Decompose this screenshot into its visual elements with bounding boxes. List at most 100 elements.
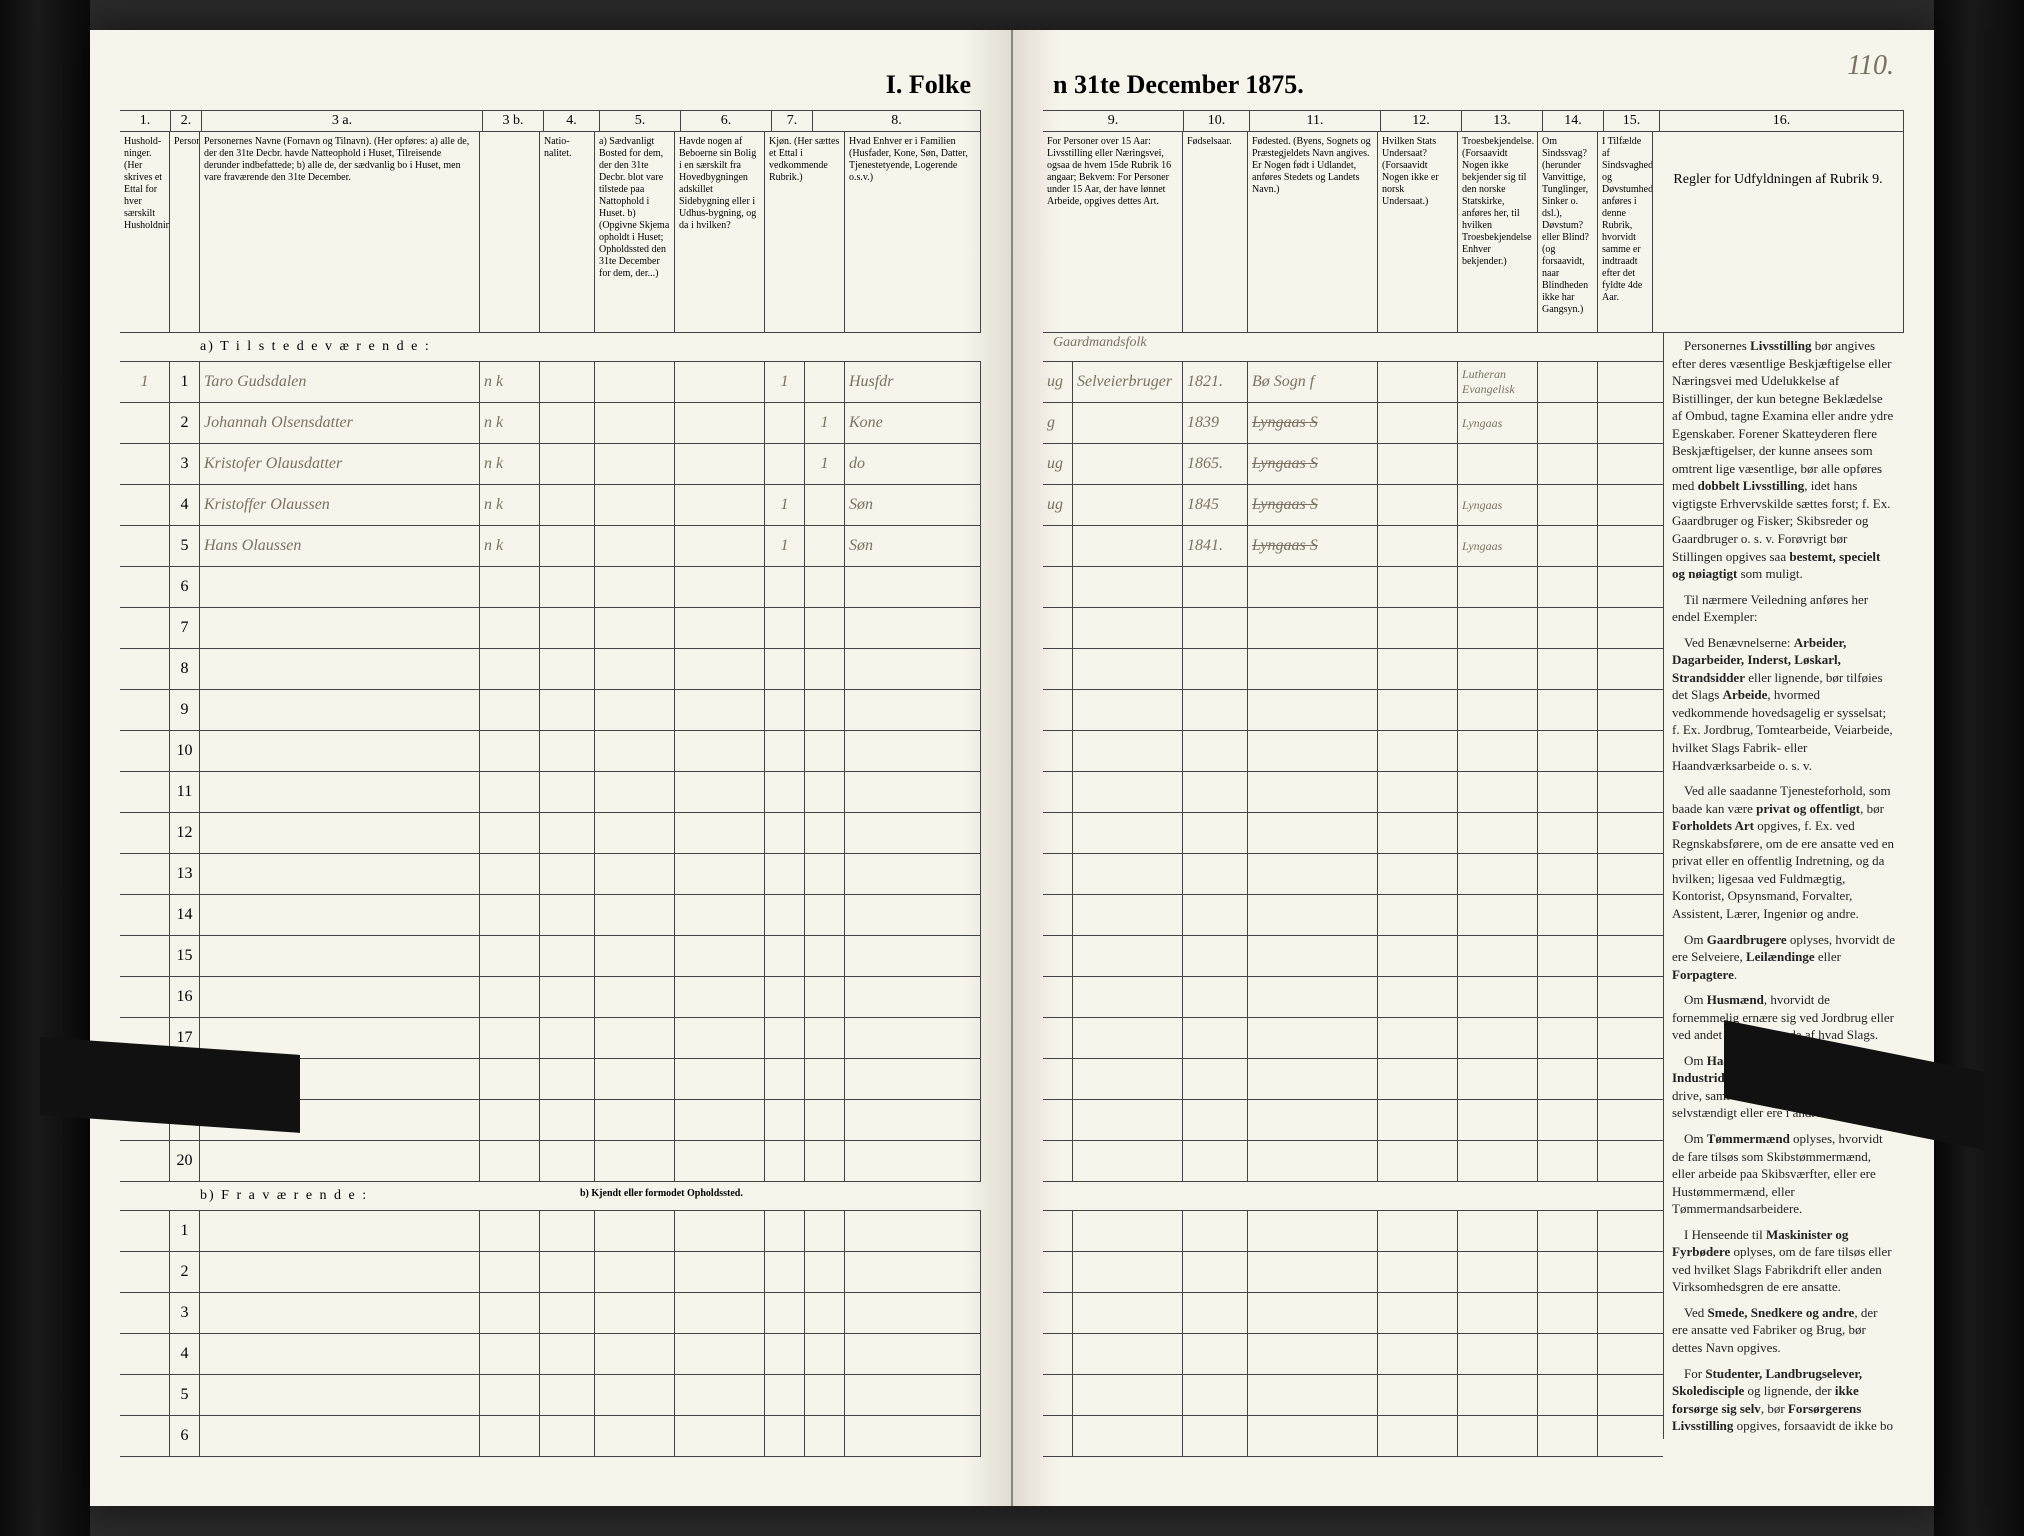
table-row: 5Hans Olaussenn k1Søn [120,526,981,567]
colnum: 3 a. [202,111,483,131]
page-number: 110. [1847,50,1894,82]
colnum: 14. [1543,111,1604,131]
section-b-header: b) F r a v æ r e n d e : b) Kjendt eller… [120,1182,981,1211]
table-row [1043,1334,1663,1375]
table-row: 3 [120,1293,981,1334]
table-row [1043,649,1663,690]
section-b-note: b) Kjendt eller formodet Opholdssted. [580,1188,743,1204]
hdr: Hvilken Stats Undersaat? (Forsaavidt Nog… [1378,132,1458,332]
hdr: Regler for Udfyldningen af Rubrik 9. [1653,132,1904,332]
hdr: Kjøn. (Her sættes et Ettal i vedkommende… [765,132,845,332]
table-row: 13 [120,854,981,895]
table-row: 5 [120,1375,981,1416]
right-rows-a: ugSelveierbruger1821.Bø Sogn fLutheran E… [1043,362,1663,1182]
hdr: Fødselsaar. [1183,132,1248,332]
table-row: 4Kristoffer Olaussenn k1Søn [120,485,981,526]
title-right: n 31te December 1875. [1043,70,1904,100]
right-page: 110. n 31te December 1875. 9. 10. 11. 12… [1013,30,1934,1506]
colnum: 9. [1043,111,1184,131]
colnum: 12. [1381,111,1462,131]
table-row: 4 [120,1334,981,1375]
colnum: 5. [600,111,681,131]
table-row: ug1865.Lyngaas S [1043,444,1663,485]
left-header-row: Hushold-ninger. (Her skrives et Ettal fo… [120,132,981,333]
hdr: Om Sindssvag? (herunder Vanvittige, Tung… [1538,132,1598,332]
table-row [1043,690,1663,731]
hdr: Havde nogen af Beboerne sin Bolig i en s… [675,132,765,332]
table-row [1043,772,1663,813]
table-row: 8 [120,649,981,690]
right-rows-b [1043,1211,1663,1457]
table-row: ugSelveierbruger1821.Bø Sogn fLutheran E… [1043,362,1663,403]
left-page: I. Folke 1. 2. 3 a. 3 b. 4. 5. 6. 7. 8. … [90,30,1013,1506]
right-column-numbers: 9. 10. 11. 12. 13. 14. 15. 16. [1043,110,1904,132]
table-row [1043,1100,1663,1141]
table-row: 15 [120,936,981,977]
rubric-text: Personernes Livsstilling bør angives eft… [1664,333,1904,1439]
table-row [1043,567,1663,608]
rubric-column: Personernes Livsstilling bør angives eft… [1663,333,1904,1439]
table-row: 20 [120,1141,981,1182]
hdr: I Tilfælde af Sindsvaghed og Døvstumhed … [1598,132,1653,332]
hdr: Personernes Navne (Fornavn og Tilnavn). … [200,132,480,332]
hdr: Hvad Enhver er i Familien (Husfader, Kon… [845,132,981,332]
table-row [1043,1141,1663,1182]
open-book: I. Folke 1. 2. 3 a. 3 b. 4. 5. 6. 7. 8. … [90,30,1934,1506]
table-row [1043,854,1663,895]
section-a-spacer: Gaardmandsfolk [1043,333,1663,362]
hdr: Hushold-ninger. (Her skrives et Ettal fo… [120,132,170,332]
hdr [480,132,540,332]
right-header-row: For Personer over 15 Aar: Livsstilling e… [1043,132,1904,333]
colnum: 16. [1660,111,1904,131]
table-row: 16 [120,977,981,1018]
colnum: 15. [1604,111,1660,131]
title-left: I. Folke [120,70,981,100]
table-row [1043,895,1663,936]
table-row [1043,608,1663,649]
table-row [1043,1375,1663,1416]
table-row: 9 [120,690,981,731]
right-body: Gaardmandsfolk ugSelveierbruger1821.Bø S… [1043,333,1904,1439]
table-row [1043,1211,1663,1252]
hdr: a) Sædvanligt Bosted for dem, der den 31… [595,132,675,332]
hdr: Troesbekjendelse. (Forsaavidt Nogen ikke… [1458,132,1538,332]
table-row: 1 [120,1211,981,1252]
table-row: 3Kristofer Olausdattern k1do [120,444,981,485]
table-row [1043,1293,1663,1334]
hdr: For Personer over 15 Aar: Livsstilling e… [1043,132,1183,332]
table-row [1043,1059,1663,1100]
table-row [1043,936,1663,977]
right-table-area: Gaardmandsfolk ugSelveierbruger1821.Bø S… [1043,333,1663,1439]
colnum: 8. [813,111,981,131]
table-row: 1841.Lyngaas SLyngaas [1043,526,1663,567]
table-row: 2 [120,1252,981,1293]
left-rows-b: 123456 [120,1211,981,1457]
colnum: 7. [772,111,813,131]
table-row [1043,1252,1663,1293]
section-b-spacer [1043,1182,1663,1211]
table-row [1043,1416,1663,1457]
table-row: 11Taro Gudsdalenn k1Husfdr [120,362,981,403]
table-row: g1839Lyngaas SLyngaas [1043,403,1663,444]
table-row [1043,977,1663,1018]
binder-edge-right [1934,0,2024,1536]
table-row: 11 [120,772,981,813]
colnum: 3 b. [483,111,544,131]
section-a-header: a) T i l s t e d e v æ r e n d e : [120,333,981,362]
binder-edge-left [0,0,90,1536]
colnum: 2. [171,111,202,131]
table-row: ug1845Lyngaas SLyngaas [1043,485,1663,526]
table-row: 12 [120,813,981,854]
colnum: 10. [1184,111,1250,131]
table-row: 14 [120,895,981,936]
table-row: 10 [120,731,981,772]
hdr: Personantal. [170,132,200,332]
table-row [1043,731,1663,772]
table-row: 6 [120,567,981,608]
colnum: 1. [120,111,171,131]
colnum: 6. [681,111,772,131]
hdr: Fødested. (Byens, Sognets og Præstegjeld… [1248,132,1378,332]
table-row [1043,813,1663,854]
colnum: 11. [1250,111,1381,131]
table-row [1043,1018,1663,1059]
